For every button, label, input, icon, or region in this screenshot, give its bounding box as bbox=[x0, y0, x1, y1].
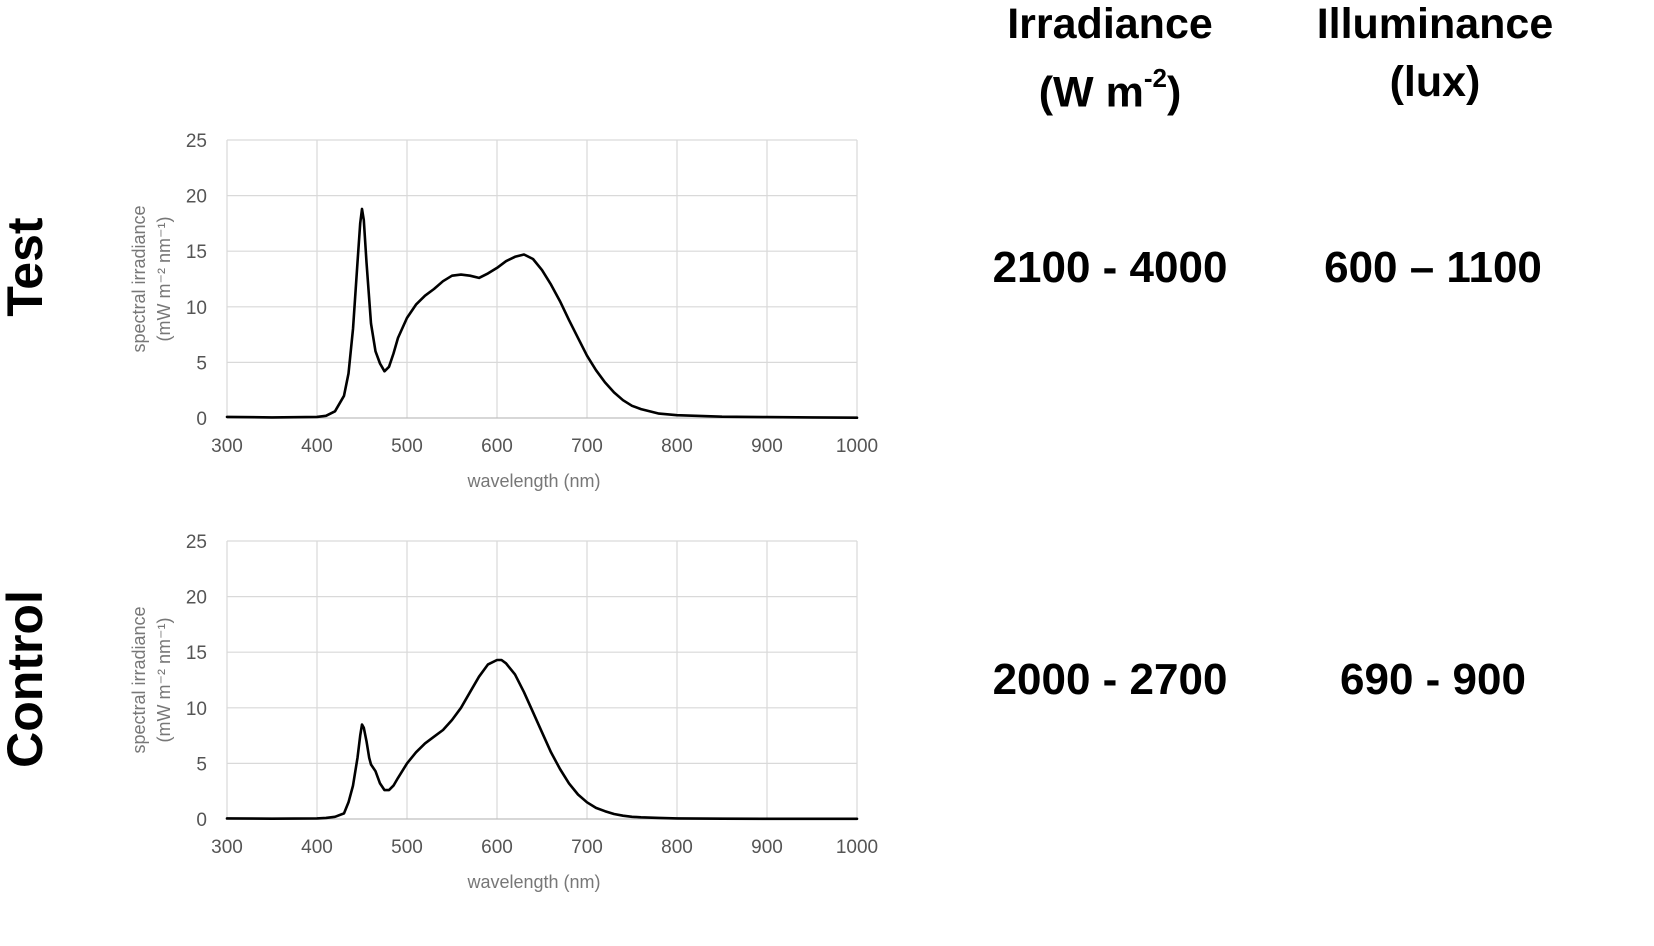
y-tick-label: 10 bbox=[186, 298, 207, 319]
x-tick-label: 500 bbox=[391, 436, 423, 457]
x-tick-label: 300 bbox=[211, 436, 243, 457]
y-tick-label: 25 bbox=[186, 532, 207, 553]
x-tick-label: 500 bbox=[391, 837, 423, 858]
x-axis-title: wavelength (nm) bbox=[466, 471, 600, 491]
illuminance-header-line1: Illuminance bbox=[1316, 0, 1554, 48]
control-spectrum-chart: 300 400 500 600 700 800 900 1000 0 5 10 15 20 25 wavel… bbox=[129, 532, 878, 892]
x-tick-label: 700 bbox=[571, 436, 603, 457]
test-irradiance-value: 2100 - 4000 bbox=[992, 243, 1228, 292]
y-tick-label: 0 bbox=[196, 810, 207, 831]
irradiance-header-line2: (W m-2) bbox=[965, 53, 1255, 121]
illuminance-column-header: Illuminance (lux) bbox=[1290, 0, 1580, 111]
x-tick-label: 600 bbox=[481, 837, 513, 858]
x-tick-label: 800 bbox=[661, 837, 693, 858]
y-tick-label: 15 bbox=[186, 643, 207, 664]
irradiance-column-header: Irradiance (W m-2) bbox=[965, 0, 1255, 121]
y-tick-label: 5 bbox=[196, 353, 207, 374]
y-axis-unit: (mW m⁻² nm⁻¹) bbox=[154, 217, 174, 342]
illuminance-header-line2: (lux) bbox=[1389, 58, 1481, 106]
y-tick-label: 25 bbox=[186, 131, 207, 152]
y-tick-label: 15 bbox=[186, 242, 207, 263]
irradiance-unit-superscript: -2 bbox=[1143, 63, 1167, 93]
x-tick-label: 1000 bbox=[836, 837, 878, 858]
irradiance-unit-close: ) bbox=[1166, 68, 1182, 117]
spectrum-line bbox=[225, 207, 859, 419]
y-axis-title: spectral irradiance bbox=[129, 205, 149, 352]
x-tick-label: 300 bbox=[211, 837, 243, 858]
y-tick-label: 0 bbox=[196, 409, 207, 430]
test-illuminance-value: 600 – 1100 bbox=[1324, 243, 1542, 292]
irradiance-unit-text: (W m bbox=[1038, 68, 1144, 117]
x-tick-label: 400 bbox=[301, 837, 333, 858]
x-tick-label: 800 bbox=[661, 436, 693, 457]
y-tick-label: 5 bbox=[196, 754, 207, 775]
control-illuminance-value: 690 - 900 bbox=[1340, 655, 1526, 704]
x-tick-label: 900 bbox=[751, 837, 783, 858]
x-tick-label: 1000 bbox=[836, 436, 878, 457]
x-axis-title: wavelength (nm) bbox=[466, 872, 600, 892]
x-tick-label: 600 bbox=[481, 436, 513, 457]
y-tick-label: 20 bbox=[186, 588, 207, 609]
y-axis-unit: (mW m⁻² nm⁻¹) bbox=[154, 618, 174, 743]
y-axis-title: spectral irradiance bbox=[129, 606, 149, 753]
control-irradiance-value: 2000 - 2700 bbox=[992, 655, 1228, 704]
x-tick-label: 400 bbox=[301, 436, 333, 457]
y-tick-label: 20 bbox=[186, 187, 207, 208]
test-spectrum-chart: 300 400 500 600 700 800 900 1000 0 5 10 15 20 25 wavel… bbox=[129, 131, 878, 491]
y-tick-label: 10 bbox=[186, 699, 207, 720]
spectrum-line bbox=[225, 658, 859, 821]
x-tick-label: 900 bbox=[751, 436, 783, 457]
irradiance-header-line1: Irradiance bbox=[1007, 0, 1213, 48]
x-tick-label: 700 bbox=[571, 837, 603, 858]
